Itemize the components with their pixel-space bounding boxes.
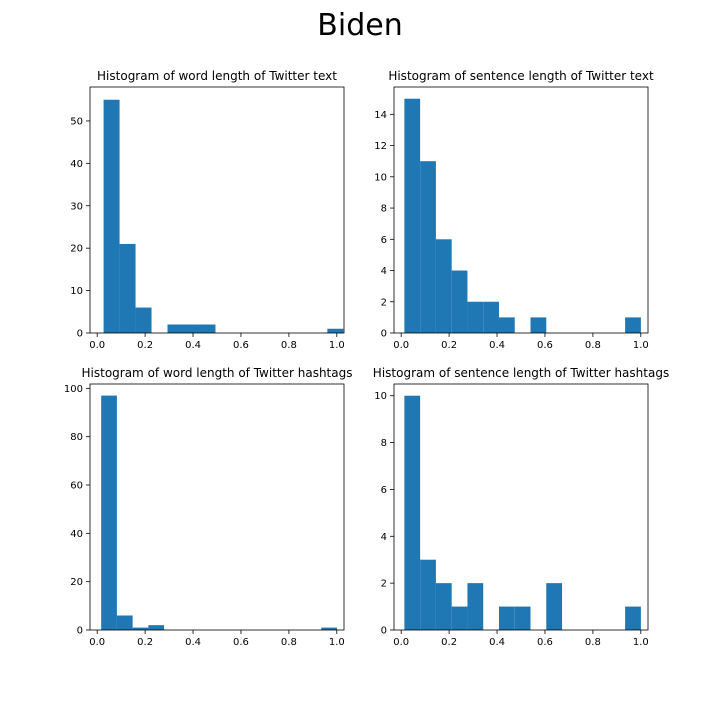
y-tick-label: 20 <box>70 577 83 588</box>
x-tick-label: 0.0 <box>393 340 409 351</box>
x-tick-label: 0.6 <box>537 637 553 648</box>
y-tick-label: 6 <box>381 235 387 246</box>
x-tick-label: 1.0 <box>329 637 345 648</box>
x-tick-label: 0.2 <box>441 340 457 351</box>
histogram-bar <box>148 625 165 630</box>
y-tick-label: 0 <box>381 626 387 637</box>
y-tick-label: 40 <box>70 159 83 170</box>
y-tick-label: 2 <box>381 297 387 308</box>
x-tick-label: 0.0 <box>89 340 105 351</box>
histogram-bar <box>498 317 515 333</box>
panel-title: Histogram of sentence length of Twitter … <box>373 366 669 380</box>
x-tick-label: 0.8 <box>281 637 297 648</box>
histogram-bar <box>420 161 436 333</box>
histogram-bar <box>467 301 484 333</box>
x-tick-label: 1.0 <box>633 637 649 648</box>
histogram-bar <box>435 583 452 630</box>
panel-word-length-hashtags: Histogram of word length of Twitter hash… <box>64 366 353 648</box>
axes-frame <box>393 383 649 631</box>
x-tick-label: 0.2 <box>137 340 153 351</box>
x-tick-label: 0.4 <box>185 637 201 648</box>
x-tick-label: 0.0 <box>393 637 409 648</box>
histogram-bar <box>103 99 120 333</box>
y-tick-label: 2 <box>381 579 387 590</box>
histogram-bar <box>183 324 200 333</box>
axes-frame <box>393 86 649 334</box>
histogram-bar <box>514 606 531 630</box>
x-tick-label: 0.8 <box>281 340 297 351</box>
histogram-bar <box>321 627 337 630</box>
y-tick-label: 10 <box>374 391 387 402</box>
x-tick-label: 0.4 <box>185 340 201 351</box>
y-tick-label: 10 <box>70 286 83 297</box>
histogram-bar <box>132 627 149 630</box>
histogram-bar <box>435 239 452 333</box>
y-tick-label: 100 <box>64 384 83 395</box>
y-tick-label: 0 <box>381 329 387 340</box>
figure-title: Biden <box>317 8 403 43</box>
x-tick-label: 1.0 <box>633 340 649 351</box>
panel-sentence-length-hashtags: Histogram of sentence length of Twitter … <box>373 366 669 648</box>
y-tick-label: 80 <box>70 432 83 443</box>
histogram-bar <box>119 243 136 333</box>
y-tick-label: 8 <box>381 204 387 215</box>
panel-word-length-text: Histogram of word length of Twitter text… <box>70 69 344 351</box>
x-tick-label: 0.4 <box>489 637 505 648</box>
x-tick-label: 0.4 <box>489 340 505 351</box>
histogram-bar <box>498 606 515 630</box>
y-tick-label: 8 <box>381 438 387 449</box>
y-tick-label: 40 <box>70 529 83 540</box>
panel-title: Histogram of sentence length of Twitter … <box>388 69 654 83</box>
x-tick-label: 0.6 <box>233 340 249 351</box>
y-tick-label: 14 <box>374 110 387 121</box>
axes-frame <box>89 86 345 334</box>
y-tick-label: 50 <box>70 116 83 127</box>
histogram-bar <box>625 606 641 630</box>
y-tick-label: 4 <box>381 266 387 277</box>
panel-title: Histogram of word length of Twitter text <box>97 69 337 83</box>
histogram-bar <box>530 317 547 333</box>
y-tick-label: 60 <box>70 481 83 492</box>
panel-sentence-length-text: Histogram of sentence length of Twitter … <box>374 69 654 351</box>
y-tick-label: 6 <box>381 485 387 496</box>
histogram-bar <box>420 559 436 630</box>
histogram-bar <box>451 606 468 630</box>
axes-frame <box>89 383 345 631</box>
y-tick-label: 0 <box>77 626 83 637</box>
histogram-bar <box>199 324 216 333</box>
histogram-bar <box>135 307 152 333</box>
histogram-bar <box>101 395 117 630</box>
x-tick-label: 0.8 <box>585 637 601 648</box>
y-tick-label: 4 <box>381 532 387 543</box>
x-tick-label: 0.2 <box>137 637 153 648</box>
x-tick-label: 0.2 <box>441 637 457 648</box>
histogram-bar <box>404 395 421 630</box>
histogram-bar <box>625 317 641 333</box>
histogram-bar <box>451 270 468 333</box>
x-tick-label: 0.8 <box>585 340 601 351</box>
histogram-bar <box>327 328 344 333</box>
histogram-bar <box>483 301 499 333</box>
histogram-bar <box>467 583 484 630</box>
x-tick-label: 0.6 <box>537 340 553 351</box>
histogram-bar <box>116 615 133 630</box>
x-tick-label: 0.6 <box>233 637 249 648</box>
x-tick-label: 0.0 <box>89 637 105 648</box>
x-tick-label: 1.0 <box>329 340 345 351</box>
y-tick-label: 10 <box>374 172 387 183</box>
histogram-bar <box>546 583 563 630</box>
panel-title: Histogram of word length of Twitter hash… <box>82 366 353 380</box>
y-tick-label: 20 <box>70 244 83 255</box>
y-tick-label: 0 <box>77 329 83 340</box>
histogram-bar <box>404 98 421 333</box>
y-tick-label: 30 <box>70 201 83 212</box>
histogram-bar <box>167 324 184 333</box>
y-tick-label: 12 <box>374 141 387 152</box>
